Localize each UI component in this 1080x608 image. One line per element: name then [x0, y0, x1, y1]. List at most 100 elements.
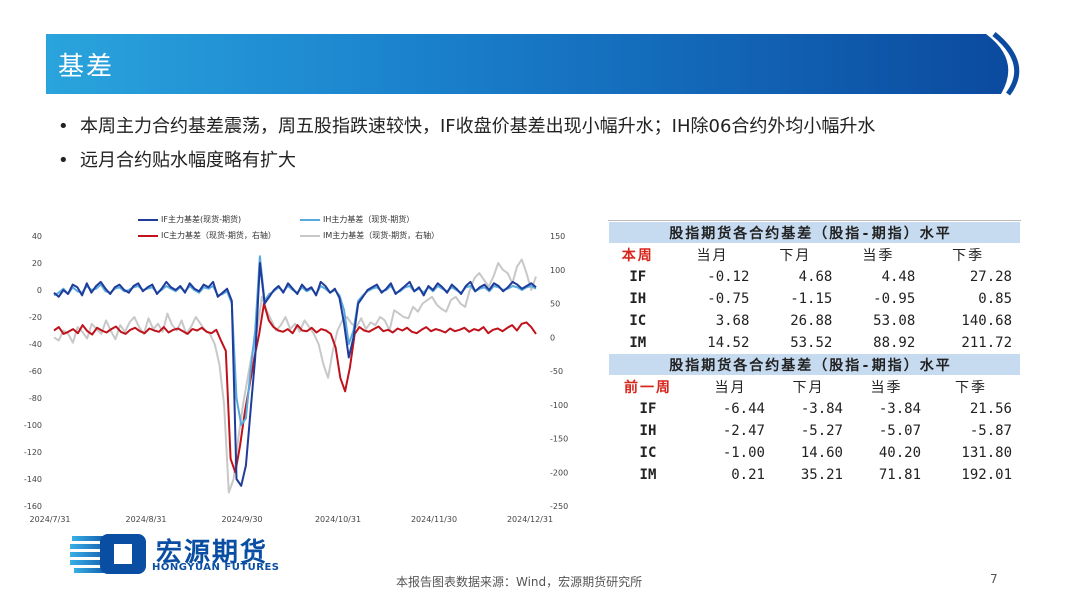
bullet-list: • 本周主力合约基差震荡，周五股指跌速较快，IF收盘价基差出现小幅升水；IH除0… — [58, 114, 1018, 182]
column-header: 下季 — [923, 243, 1021, 266]
table-row: IC -1.00 14.60 40.20 131.80 — [608, 441, 1021, 464]
table-row: IH -2.47 -5.27 -5.07 -5.87 — [608, 419, 1021, 442]
row-label: IM — [607, 331, 676, 354]
bullet-marker: • — [58, 150, 69, 171]
cell: -5.87 — [929, 419, 1021, 442]
x-tick-label: 2024/8/31 — [125, 515, 166, 524]
cell: 26.88 — [757, 309, 842, 332]
table-row: IF -0.12 4.68 4.48 27.28 — [607, 265, 1021, 288]
x-tick-label: 2024/9/30 — [221, 515, 262, 524]
cell: -5.07 — [850, 419, 931, 442]
column-header: 当季 — [850, 375, 931, 398]
y-left-tick-label: -120 — [24, 448, 42, 457]
legend-label: IH主力基差（现货-期货） — [323, 215, 415, 224]
cell: 0.21 — [694, 463, 774, 486]
y-right-tick-label: -150 — [550, 435, 568, 444]
cell: 131.80 — [929, 441, 1021, 464]
legend-item-ih: IH主力基差（现货-期货） — [300, 214, 414, 225]
cell: -0.12 — [674, 265, 759, 288]
column-header: 下月 — [757, 243, 842, 266]
cell: 27.28 — [923, 265, 1021, 288]
cell: 53.08 — [840, 309, 925, 332]
data-source-note: 本报告图表数据来源：Wind，宏源期货研究所 — [396, 575, 643, 589]
cell: -2.47 — [694, 419, 774, 442]
legend-label: IF主力基差(现货-期货) — [161, 215, 242, 224]
y-right-tick-label: 150 — [550, 232, 565, 241]
y-right-tick-label: -50 — [550, 367, 563, 376]
table-title: 股指期货各合约基差（股指-期指）水平 — [608, 353, 1021, 376]
y-left-tick-label: -160 — [24, 502, 42, 511]
bullet-text: 本周主力合约基差震荡，周五股指跌速较快，IF收盘价基差出现小幅升水；IH除06合… — [80, 116, 876, 137]
cell: 53.52 — [757, 331, 842, 354]
table-row: IM 0.21 35.21 71.81 192.01 — [608, 463, 1021, 486]
y-right-tick-label: 50 — [550, 300, 560, 309]
y-left-tick-label: -40 — [29, 340, 42, 349]
y-right-tick-label: 0 — [550, 333, 555, 342]
row-label: IH — [608, 419, 696, 442]
bullet-item: • 远月合约贴水幅度略有扩大 — [58, 148, 1018, 174]
chart-plot: 40 20 0 -20 -40 -60 -80 -100 -120 -140 -160 150 100 5… — [24, 232, 568, 524]
cell: -1.00 — [694, 441, 774, 464]
x-tick-label: 2024/7/31 — [29, 515, 70, 524]
cell: -1.15 — [757, 287, 842, 310]
cell: 211.72 — [923, 331, 1021, 354]
y-right-tick-label: 100 — [550, 266, 565, 275]
row-label: IH — [607, 287, 676, 310]
period-label: 前一周 — [608, 375, 696, 398]
cell: 4.48 — [840, 265, 925, 288]
column-header: 当季 — [840, 243, 925, 266]
y-left-tick-label: 0 — [37, 286, 42, 295]
table-previous-week: 股指期货各合约基差（股指-期指）水平 前一周 当月 下月 当季 下季 IF -6… — [608, 353, 1021, 486]
series-line-if — [53, 262, 537, 487]
y-right-tick-label: -200 — [550, 468, 568, 477]
header-banner: 基差 — [46, 30, 1036, 98]
row-label: IM — [608, 463, 696, 486]
y-right-tick-label: -100 — [550, 401, 568, 410]
row-label: IF — [608, 397, 696, 420]
legend-label: IM主力基差（现货-期货，右轴） — [323, 231, 440, 240]
y-left-tick-label: -100 — [24, 421, 42, 430]
legend-item-ic: IC主力基差（现货-期货，右轴） — [138, 230, 276, 241]
cell: 40.20 — [850, 441, 931, 464]
y-right-tick-label: -250 — [550, 502, 568, 511]
y-left-tick-label: 40 — [32, 232, 42, 241]
cell: -5.27 — [772, 419, 853, 442]
cell: 14.52 — [674, 331, 759, 354]
cell: 3.68 — [674, 309, 759, 332]
cell: -3.84 — [772, 397, 853, 420]
cell: 21.56 — [929, 397, 1021, 420]
series-line-im — [53, 258, 537, 494]
page-title: 基差 — [58, 52, 115, 82]
cell: -0.75 — [674, 287, 759, 310]
page-number: 7 — [990, 572, 998, 586]
legend-item-im: IM主力基差（现货-期货，右轴） — [300, 230, 439, 241]
table-row: IC 3.68 26.88 53.08 140.68 — [607, 309, 1021, 332]
table-current-week: 股指期货各合约基差（股指-期指）水平 本周 当月 下月 当季 下季 IF -0.… — [607, 221, 1021, 354]
legend-label: IC主力基差（现货-期货，右轴） — [161, 231, 276, 240]
row-label: IF — [607, 265, 676, 288]
cell: -6.44 — [694, 397, 774, 420]
cell: 140.68 — [923, 309, 1021, 332]
series-line-ic — [53, 302, 537, 474]
legend-swatch — [300, 218, 320, 221]
column-header: 当月 — [674, 243, 759, 266]
cell: -3.84 — [850, 397, 931, 420]
y-left-tick-label: 20 — [32, 259, 42, 268]
basis-chart: IF主力基差(现货-期货) IH主力基差（现货-期货） IC主力基差（现货-期货… — [20, 210, 580, 530]
cell: 14.60 — [772, 441, 853, 464]
series-line-ih — [53, 255, 537, 426]
logo-mark-icon — [70, 534, 146, 574]
table-row: IH -0.75 -1.15 -0.95 0.85 — [607, 287, 1021, 310]
y-left-tick-label: -140 — [24, 475, 42, 484]
legend-swatch — [138, 218, 158, 221]
logo-text-en: HONGYUAN FUTURES — [152, 562, 280, 573]
y-left-tick-label: -80 — [29, 394, 42, 403]
cell: 71.81 — [850, 463, 931, 486]
period-label: 本周 — [607, 243, 676, 266]
legend-item-if: IF主力基差(现货-期货) — [138, 214, 241, 225]
cell: 88.92 — [840, 331, 925, 354]
bullet-text: 远月合约贴水幅度略有扩大 — [80, 150, 296, 171]
legend-swatch — [300, 234, 320, 237]
cell: 35.21 — [772, 463, 853, 486]
column-header: 下月 — [772, 375, 853, 398]
